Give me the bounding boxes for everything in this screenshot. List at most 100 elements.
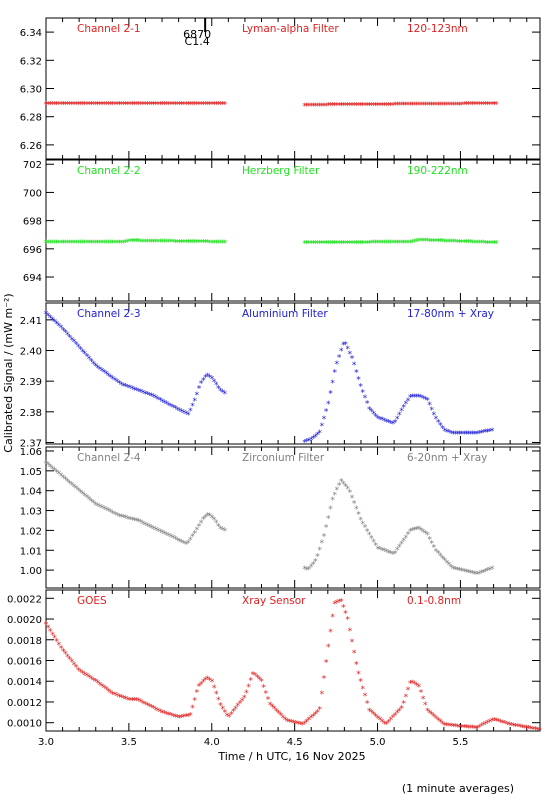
- data-point: *: [369, 709, 374, 719]
- data-point: *: [162, 710, 167, 720]
- data-point: *: [218, 525, 223, 535]
- data-point: *: [324, 659, 329, 669]
- data-point: *: [44, 310, 49, 320]
- data-point: *: [399, 407, 404, 417]
- data-point: *: [475, 571, 480, 581]
- data-point: *: [65, 331, 70, 341]
- data-point: *: [445, 238, 450, 248]
- data-point: *: [391, 550, 396, 560]
- data-point: *: [173, 405, 178, 415]
- data-point: *: [220, 389, 225, 399]
- data-point: *: [91, 239, 96, 249]
- data-point: *: [48, 314, 53, 324]
- data-point: *: [87, 674, 92, 684]
- data-point: *: [490, 565, 495, 575]
- data-point: *: [130, 101, 135, 111]
- data-point: *: [223, 390, 228, 400]
- data-point: *: [294, 720, 299, 730]
- data-point: *: [139, 388, 144, 398]
- data-point: *: [152, 238, 157, 248]
- data-point: *: [177, 238, 182, 248]
- data-point: *: [59, 644, 64, 654]
- data-point: *: [192, 101, 197, 111]
- data-point: *: [483, 568, 488, 578]
- data-point: *: [404, 239, 409, 249]
- data-point: *: [98, 681, 103, 691]
- data-point: *: [401, 700, 406, 710]
- data-point: *: [57, 470, 62, 480]
- data-point: *: [455, 723, 460, 733]
- data-point: *: [507, 721, 512, 731]
- data-point: *: [130, 238, 135, 248]
- data-point: *: [313, 102, 318, 112]
- data-point: *: [141, 238, 146, 248]
- data-point: *: [473, 101, 478, 111]
- data-point: *: [421, 237, 426, 247]
- data-point: *: [313, 240, 318, 250]
- data-point: *: [156, 238, 161, 248]
- data-point: *: [164, 531, 169, 541]
- data-point: *: [352, 649, 357, 659]
- data-point: *: [201, 515, 206, 525]
- data-point: *: [130, 696, 135, 706]
- data-point: *: [164, 710, 169, 720]
- data-point: *: [464, 239, 469, 249]
- panel-label-2: Lyman-alpha Filter: [242, 23, 339, 35]
- data-point: *: [121, 694, 126, 704]
- data-point: *: [180, 713, 185, 723]
- data-point: *: [307, 716, 312, 726]
- data-point: *: [408, 101, 413, 111]
- data-point: *: [167, 711, 172, 721]
- data-point: *: [337, 482, 342, 492]
- data-point: *: [455, 566, 460, 576]
- data-point: *: [70, 658, 75, 668]
- data-point: *: [147, 703, 152, 713]
- data-point: *: [453, 565, 458, 575]
- y-tick-label: 0.0014: [7, 677, 42, 688]
- data-point: *: [216, 696, 221, 706]
- data-point: *: [369, 101, 374, 111]
- data-point: *: [104, 370, 109, 380]
- data-point: *: [460, 238, 465, 248]
- data-point: *: [261, 684, 266, 694]
- data-point: *: [486, 239, 491, 249]
- data-point: *: [430, 101, 435, 111]
- data-point: *: [208, 101, 213, 111]
- data-point: *: [85, 353, 90, 363]
- data-point: *: [83, 671, 88, 681]
- data-point: *: [535, 726, 540, 736]
- data-point: *: [160, 101, 165, 111]
- data-point: *: [182, 409, 187, 419]
- data-point: *: [492, 101, 497, 111]
- data-point: *: [432, 544, 437, 554]
- data-point: *: [78, 345, 83, 355]
- data-point: *: [436, 238, 441, 248]
- y-tick-label: 2.38: [20, 408, 42, 419]
- data-point: *: [167, 532, 172, 542]
- data-point: *: [117, 380, 122, 390]
- data-point: *: [44, 239, 49, 249]
- data-point: *: [190, 239, 195, 249]
- data-point: *: [173, 101, 178, 111]
- data-point: *: [320, 240, 325, 250]
- data-point: *: [470, 570, 475, 580]
- data-point: *: [154, 706, 159, 716]
- data-point: *: [449, 101, 454, 111]
- data-point: *: [177, 407, 182, 417]
- data-point: *: [108, 101, 113, 111]
- data-point: *: [98, 503, 103, 513]
- data-point: *: [330, 239, 335, 249]
- data-point: *: [72, 483, 77, 493]
- y-tick-label: 2.40: [20, 347, 42, 358]
- data-point: *: [425, 707, 430, 717]
- data-point: *: [414, 525, 419, 535]
- data-point: *: [106, 101, 111, 111]
- data-point: *: [397, 101, 402, 111]
- panel-label-1: Channel 2-4: [77, 452, 141, 464]
- data-point: *: [451, 430, 456, 440]
- data-point: *: [160, 709, 165, 719]
- data-point: *: [85, 672, 90, 682]
- data-point: *: [126, 101, 131, 111]
- data-point: *: [488, 239, 493, 249]
- data-point: *: [63, 239, 68, 249]
